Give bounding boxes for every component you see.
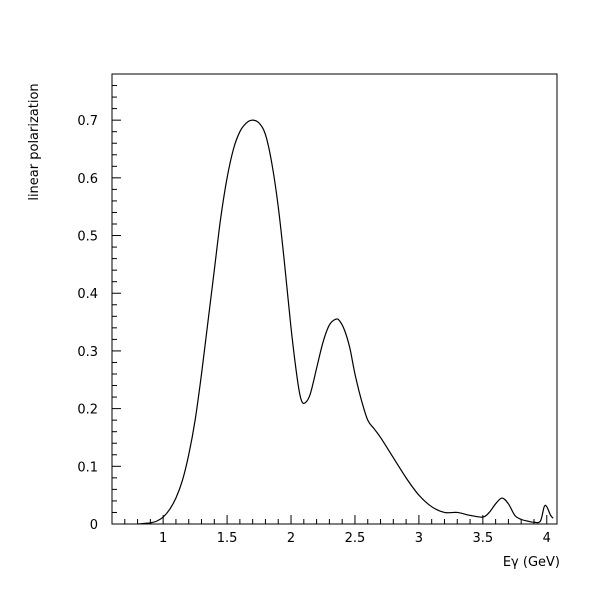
x-tick-label: 3 xyxy=(415,531,423,546)
x-tick-label: 1.5 xyxy=(217,531,238,546)
series-line xyxy=(137,119,554,525)
y-axis-ticks xyxy=(112,73,121,525)
y-tick-label: 0.7 xyxy=(77,114,98,129)
x-tick-label: 1 xyxy=(159,531,167,546)
y-tick-label: 0.6 xyxy=(77,172,98,187)
x-tick-label: 2.5 xyxy=(345,531,366,546)
x-tick-label: 4 xyxy=(543,531,551,546)
y-tick-label: 0.4 xyxy=(77,287,98,302)
y-tick-label: 0.5 xyxy=(77,230,98,245)
y-axis-tick-labels: 0 0.1 0.2 0.3 0.4 0.5 0.6 0.7 xyxy=(77,114,98,533)
x-tick-label: 2 xyxy=(287,531,295,546)
y-tick-label: 0.3 xyxy=(77,345,98,360)
y-axis-label: linear polarization xyxy=(27,83,42,200)
x-axis-label: Eγ (GeV) xyxy=(503,555,560,570)
x-axis-tick-labels: 1 1.5 2 2.5 3 3.5 4 xyxy=(159,531,551,546)
y-tick-label: 0 xyxy=(90,518,98,533)
x-tick-label: 3.5 xyxy=(472,531,493,546)
x-axis-ticks xyxy=(111,515,548,524)
y-tick-label: 0.1 xyxy=(77,460,98,475)
plot-frame xyxy=(111,73,558,525)
y-tick-label: 0.2 xyxy=(77,403,98,418)
